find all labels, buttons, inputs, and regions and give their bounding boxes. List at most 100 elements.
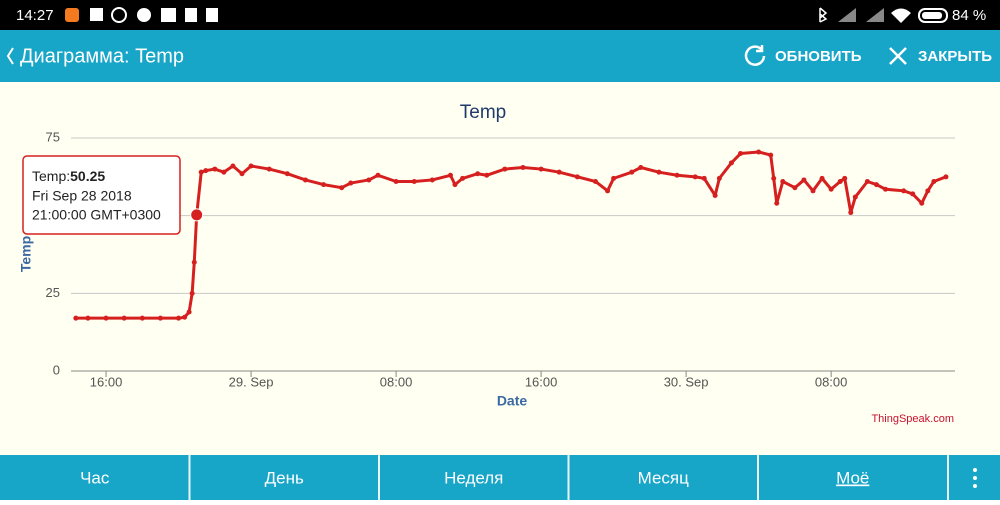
point[interactable] <box>538 166 544 172</box>
app-bar <box>0 30 1000 82</box>
point[interactable] <box>447 172 453 178</box>
point[interactable] <box>756 149 762 155</box>
point[interactable] <box>121 315 127 321</box>
refresh-button[interactable]: ОБНОВИТЬ <box>775 48 862 65</box>
point[interactable] <box>592 178 598 184</box>
point[interactable] <box>239 171 245 177</box>
point[interactable] <box>502 166 508 172</box>
point[interactable] <box>266 166 272 172</box>
point[interactable] <box>873 182 879 188</box>
point[interactable] <box>203 168 209 174</box>
y-tick-label: 0 <box>53 362 60 377</box>
point[interactable] <box>611 175 617 181</box>
point[interactable] <box>692 174 698 180</box>
tooltip-box <box>22 155 181 235</box>
point[interactable] <box>139 315 145 321</box>
point[interactable] <box>248 163 254 169</box>
point[interactable] <box>864 178 870 184</box>
point[interactable] <box>828 186 834 192</box>
point[interactable] <box>901 188 907 194</box>
point[interactable] <box>284 171 290 177</box>
x-tick-label: 30. Sep <box>664 374 709 389</box>
point[interactable] <box>176 315 182 321</box>
point[interactable] <box>801 177 807 183</box>
point[interactable] <box>85 315 91 321</box>
point[interactable] <box>484 172 490 178</box>
close-icon[interactable] <box>889 47 907 65</box>
point[interactable] <box>605 188 611 194</box>
point[interactable] <box>393 178 399 184</box>
tab[interactable]: Неделя <box>444 468 503 487</box>
point[interactable] <box>475 171 481 177</box>
point[interactable] <box>157 315 163 321</box>
point[interactable] <box>780 178 786 184</box>
tab[interactable]: Моё <box>836 468 869 487</box>
point[interactable] <box>230 163 236 169</box>
point[interactable] <box>737 151 743 157</box>
point[interactable] <box>339 185 345 191</box>
point[interactable] <box>852 194 858 200</box>
tab[interactable]: День <box>265 468 304 487</box>
point[interactable] <box>925 188 931 194</box>
battery-level: 84 % <box>952 7 986 24</box>
y-axis-label: Temp <box>18 236 34 272</box>
point[interactable] <box>810 188 816 194</box>
point[interactable] <box>103 315 109 321</box>
point[interactable] <box>638 165 644 171</box>
point[interactable] <box>656 169 662 175</box>
menu-icon[interactable] <box>973 468 977 488</box>
point[interactable] <box>302 177 308 183</box>
tooltip-value: 50.25 <box>70 168 105 184</box>
x-tick-label: 08:00 <box>815 374 848 389</box>
point[interactable] <box>716 175 722 181</box>
point[interactable] <box>819 175 825 181</box>
point[interactable] <box>674 172 680 178</box>
tab[interactable]: Месяц <box>638 468 690 487</box>
chart-background <box>0 82 1000 455</box>
point[interactable] <box>212 166 218 172</box>
point[interactable] <box>701 175 707 181</box>
point[interactable] <box>520 165 526 171</box>
close-button[interactable]: ЗАКРЫТЬ <box>918 48 992 65</box>
point[interactable] <box>556 169 562 175</box>
point[interactable] <box>910 191 916 197</box>
point[interactable] <box>943 174 949 180</box>
point[interactable] <box>768 152 774 158</box>
point[interactable] <box>348 180 354 186</box>
x-tick-label: 16:00 <box>525 374 558 389</box>
point[interactable] <box>574 174 580 180</box>
point[interactable] <box>774 200 780 206</box>
refresh-icon[interactable] <box>744 45 766 66</box>
tab[interactable]: Час <box>80 468 110 487</box>
point[interactable] <box>221 169 227 175</box>
point[interactable] <box>321 182 327 188</box>
point[interactable] <box>712 192 718 198</box>
point[interactable] <box>198 169 204 175</box>
point[interactable] <box>771 175 777 181</box>
point[interactable] <box>837 178 843 184</box>
x-tick-label: 08:00 <box>380 374 413 389</box>
tooltip-title: Temp:50.25 <box>32 168 105 184</box>
point[interactable] <box>375 172 381 178</box>
point[interactable] <box>189 290 195 296</box>
point[interactable] <box>429 177 435 183</box>
back-icon[interactable] <box>6 47 14 65</box>
point[interactable] <box>792 185 798 191</box>
point[interactable] <box>186 309 192 315</box>
point[interactable] <box>452 182 458 188</box>
point[interactable] <box>842 175 848 181</box>
point[interactable] <box>883 186 889 192</box>
point[interactable] <box>182 314 188 320</box>
point[interactable] <box>460 175 466 181</box>
point[interactable] <box>411 178 417 184</box>
point[interactable] <box>191 259 197 265</box>
point[interactable] <box>366 177 372 183</box>
point[interactable] <box>931 178 937 184</box>
x-tick-label: 29. Sep <box>229 374 274 389</box>
point[interactable] <box>73 315 79 321</box>
point[interactable] <box>919 200 925 206</box>
point[interactable] <box>629 169 635 175</box>
point[interactable] <box>728 160 734 166</box>
point[interactable] <box>848 210 854 216</box>
